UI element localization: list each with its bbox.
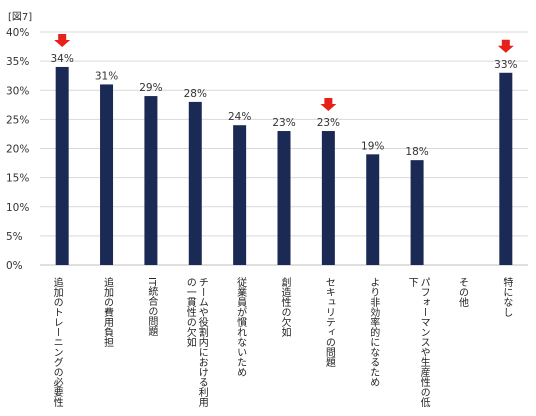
y-tick-label: 25% — [6, 114, 29, 126]
bar — [233, 125, 247, 265]
category-label: セキュリティの問題 — [323, 277, 335, 367]
category-label: パフォーマンスや生産性の低下 — [406, 277, 430, 407]
category-label: 創造性の欠如 — [279, 277, 290, 337]
bar — [277, 131, 291, 265]
y-tick-label: 30% — [6, 85, 29, 97]
y-tick-label: 0% — [6, 260, 23, 272]
y-tick-label: 40% — [6, 27, 29, 39]
category-label: 追加のトレーニングの必要性 — [51, 277, 63, 407]
data-label: 33% — [494, 59, 517, 71]
bar — [188, 101, 202, 266]
category-label: チームや役割内における利用の一貫性の欠如 — [184, 277, 208, 407]
data-label: 31% — [95, 70, 118, 82]
highlight-arrow-icon — [497, 39, 514, 53]
data-label: 19% — [361, 140, 384, 152]
category-label: IT統合の問題 — [145, 277, 157, 337]
figure-label: [図7] — [8, 12, 33, 23]
category-label: 特になし — [500, 277, 512, 317]
data-label: 18% — [405, 146, 428, 158]
bar — [100, 84, 114, 265]
y-tick-label: 10% — [6, 202, 29, 214]
data-label: 23% — [317, 117, 340, 129]
bar — [499, 72, 513, 266]
highlight-arrow-icon — [320, 98, 337, 112]
bar — [144, 96, 158, 265]
data-label: 28% — [184, 88, 207, 100]
bar — [55, 66, 69, 265]
data-label: 29% — [139, 82, 162, 94]
y-tick-label: 20% — [6, 144, 29, 156]
data-label: 23% — [272, 117, 295, 129]
y-tick-label: 35% — [6, 56, 29, 68]
data-label: 34% — [51, 53, 74, 65]
bar — [321, 131, 335, 265]
category-label: 追加の費用負担 — [101, 277, 113, 347]
data-label: 24% — [228, 111, 251, 123]
highlight-arrow-icon — [54, 33, 71, 47]
category-label: その他 — [456, 277, 468, 307]
category-label: より非効率的になるため — [367, 277, 379, 387]
bar — [366, 154, 380, 265]
category-label: 従業員が慣れないため — [234, 277, 246, 377]
y-tick-label: 15% — [6, 173, 29, 185]
bar — [410, 160, 424, 265]
y-tick-label: 5% — [6, 231, 23, 243]
